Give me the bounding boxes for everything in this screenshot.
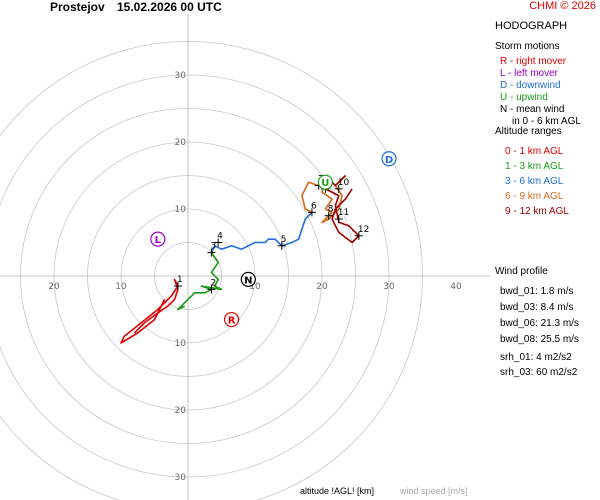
wind-profile-item: bwd_08: 25.5 m/s <box>500 334 579 345</box>
storm-motion-item: in 0 - 6 km AGL <box>512 116 581 127</box>
hodograph-trace <box>120 278 179 344</box>
axis-tick-labels: 20 10 10 20 30 40 30 20 10 10 20 30 <box>48 71 462 483</box>
wind-profile-item: bwd_01: 1.8 m/s <box>500 286 574 297</box>
height-marker-label: 4 <box>217 232 223 242</box>
storm-marker-label: D <box>385 155 393 166</box>
y-tick-label: 30 <box>175 473 187 483</box>
storm-motions-title: Storm motions <box>495 41 560 52</box>
altitude-range-item: 6 - 9 km AGL <box>505 191 564 202</box>
wind-speed-axis-label: wind speed [m/s] <box>400 486 468 496</box>
x-tick-label: 20 <box>316 282 328 292</box>
height-marker-label: 2 <box>210 278 216 288</box>
height-marker-label: 8 <box>328 205 334 215</box>
storm-marker-label: N <box>244 275 252 286</box>
datetime-label: 15.02.2026 00 UTC <box>117 0 222 14</box>
storm-motion-item: D - downwind <box>500 80 561 91</box>
panel-title: HODOGRAPH <box>495 20 568 32</box>
storm-motion-item: L - left mover <box>500 68 558 79</box>
hodograph-trace <box>301 174 347 224</box>
height-marker-label: 12 <box>358 225 369 235</box>
hodograph-trace <box>210 211 313 253</box>
height-marker-label: 10 <box>338 178 350 188</box>
height-marker-label: 11 <box>338 208 349 218</box>
x-tick-label: 10 <box>115 282 127 292</box>
storm-marker-label: L <box>155 235 162 246</box>
storm-motion-item: N - mean wind <box>500 104 565 115</box>
hodograph-trace <box>177 252 223 311</box>
altitude-axis-label: altitude !AGL! [km] <box>300 486 375 496</box>
x-tick-label: 20 <box>48 282 60 292</box>
height-marker-label: 5 <box>281 235 287 245</box>
altitude-range-item: 0 - 1 km AGL <box>505 146 564 157</box>
y-tick-label: 10 <box>175 205 187 215</box>
polar-grid <box>0 14 490 500</box>
storm-marker-circle <box>381 151 397 167</box>
storm-marker-circle <box>150 231 166 247</box>
storm-motion-item: R - right mover <box>500 56 567 67</box>
y-tick-label: 30 <box>175 71 187 81</box>
y-tick-label: 20 <box>175 406 187 416</box>
storm-motion-item: U - upwind <box>500 92 548 103</box>
wind-profile-item: srh_01: 4 m2/s2 <box>500 352 572 363</box>
y-tick-label: 10 <box>175 339 187 349</box>
altitude-range-item: 9 - 12 km AGL <box>505 206 569 217</box>
storm-marker-circle <box>317 174 333 190</box>
wind-profile-item: bwd_06: 21.3 m/s <box>500 318 579 329</box>
wind-profile-item: srh_03: 60 m2/s2 <box>500 367 578 378</box>
x-tick-label: 10 <box>249 282 261 292</box>
altitude-ranges-title: Altitude ranges <box>495 126 562 137</box>
copyright-label: CHMI © 2026 <box>529 0 596 12</box>
storm-motion-markers: R L D U N <box>150 151 397 328</box>
y-tick-label: 20 <box>175 138 187 148</box>
station-name: Prostejov <box>50 0 105 14</box>
hodograph-traces <box>120 174 360 344</box>
height-marker-label: 3 <box>210 242 216 252</box>
wind-profile-title: Wind profile <box>495 266 548 277</box>
height-marker-label: 1 <box>177 275 183 285</box>
x-tick-label: 30 <box>383 282 395 292</box>
wind-profile-item: bwd_03: 8.4 m/s <box>500 302 574 313</box>
storm-marker-label: U <box>321 178 329 189</box>
height-marker-label: 6 <box>311 201 317 211</box>
x-tick-label: 40 <box>450 282 462 292</box>
altitude-range-item: 1 - 3 km AGL <box>505 161 564 172</box>
storm-marker-circle <box>223 311 240 328</box>
altitude-range-item: 3 - 6 km AGL <box>505 176 564 187</box>
storm-marker-circle <box>240 271 256 287</box>
storm-marker-label: R <box>228 316 236 327</box>
